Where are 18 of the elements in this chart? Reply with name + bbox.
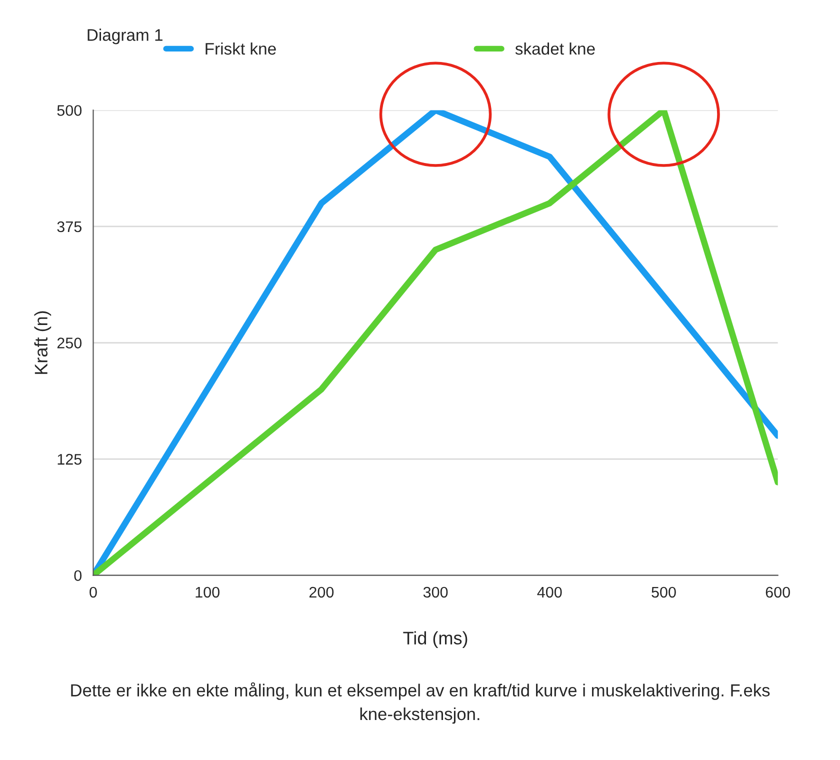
legend-label: Friskt kne [206,42,276,55]
x-tick-label: 200 [309,586,334,598]
x-tick-label: 0 [90,586,97,598]
x-tick-label: 100 [196,586,220,598]
x-tick-label: 300 [423,586,448,598]
y-tick-label: 375 [57,221,82,232]
chart-title: Diagram 1 [88,28,162,44]
x-tick-label: 500 [652,586,676,598]
y-tick-label: 250 [57,338,82,348]
x-tick-label: 400 [537,586,562,598]
y-axis-title: Kraft (n) [34,311,52,374]
y-tick-label: 500 [57,105,82,116]
x-tick-label: 600 [766,586,790,598]
y-tick-label: 0 [74,570,82,582]
legend-label: skadet kne [515,42,595,55]
y-tick-label: 125 [58,454,82,465]
text: Dette er ikke en ekte måling, kun et eksempel av en kraft/tid kurve i muskelaktivering. F.eks kne-ekstensjon. [71,682,770,724]
x-axis-title: Tid (ms) [403,631,468,648]
